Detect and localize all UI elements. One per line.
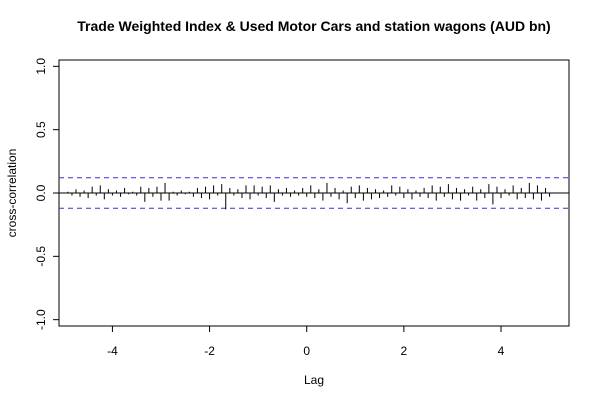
chart-title: Trade Weighted Index & Used Motor Cars a… — [77, 18, 550, 34]
x-tick-label: -4 — [107, 344, 118, 358]
y-axis-label: cross-correlation — [5, 149, 19, 238]
x-tick-label: 4 — [498, 344, 505, 358]
y-tick-label: -1.0 — [34, 309, 48, 330]
x-tick-label: 2 — [401, 344, 408, 358]
y-tick-label: 0.5 — [34, 121, 48, 138]
ccf-bars — [67, 182, 551, 210]
y-tick-label: -0.5 — [34, 246, 48, 267]
x-axis: -4 -2 0 2 4 — [107, 326, 505, 358]
x-axis-label: Lag — [304, 373, 324, 387]
y-tick-label: 1.0 — [34, 58, 48, 75]
confidence-bounds — [59, 177, 569, 209]
y-axis: -1.0 -0.5 0.0 0.5 1.0 — [34, 58, 59, 330]
x-tick-label: -2 — [204, 344, 215, 358]
y-tick-label: 0.0 — [34, 184, 48, 201]
x-tick-label: 0 — [303, 344, 310, 358]
